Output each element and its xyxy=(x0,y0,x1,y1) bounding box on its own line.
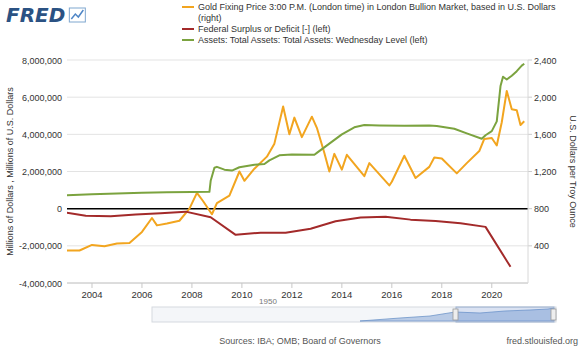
legend-swatch xyxy=(182,28,194,30)
series-line xyxy=(67,212,511,267)
y2-tick-label: 2,000 xyxy=(534,93,557,103)
grid xyxy=(67,60,528,283)
grid-line xyxy=(67,134,528,135)
legend-label: Assets: Total Assets: Total Assets: Wedn… xyxy=(198,35,428,45)
y2-tick xyxy=(528,134,532,135)
zero-line xyxy=(67,208,528,210)
url: fred.stlouisfed.org xyxy=(506,336,578,346)
range-slider xyxy=(152,307,556,322)
slider-handle xyxy=(551,309,556,320)
series-line xyxy=(67,64,524,196)
x-tick xyxy=(341,283,342,288)
slider-mini-chart xyxy=(360,308,554,321)
slider-track xyxy=(152,307,556,322)
y2-axis-line xyxy=(528,60,529,283)
legend-line: Federal Surplus or Deficit [-] (left) xyxy=(198,24,331,34)
x-tick xyxy=(141,283,142,288)
x-tick xyxy=(191,283,192,288)
x-tick-label: 2008 xyxy=(181,289,202,300)
x-tick-label: 2018 xyxy=(431,289,452,300)
slider-label: 1950 xyxy=(259,297,277,306)
logo-icon-line xyxy=(71,10,83,19)
x-tick xyxy=(241,283,242,288)
y-tick-label: 4,000,000 xyxy=(22,130,62,140)
logo-text: FRED xyxy=(6,3,65,27)
legend-swatch xyxy=(182,39,194,41)
y2-tick-label: 1,600 xyxy=(534,130,557,140)
grid-line xyxy=(67,245,528,246)
legend-swatch xyxy=(182,6,194,8)
legend-line: (right) xyxy=(198,13,222,23)
plot-area xyxy=(67,64,524,267)
y-tick-label: 8,000,000 xyxy=(22,56,62,66)
x-tick xyxy=(391,283,392,288)
x-tick-label: 2006 xyxy=(131,289,152,300)
x-tick xyxy=(291,283,292,288)
y2-tick xyxy=(528,245,532,246)
chart: FRED -4,000,000 -2,000,000 0 2,000,000 4,000,… xyxy=(0,0,585,357)
grid-line xyxy=(67,60,528,61)
x-axis-line xyxy=(67,283,528,284)
logo-icon xyxy=(69,8,85,22)
y-tick-label: -2,000,000 xyxy=(19,241,62,251)
y-tick-label: -4,000,000 xyxy=(19,279,62,289)
x-tick-label: 2012 xyxy=(281,289,302,300)
x-tick-label: 2020 xyxy=(481,289,502,300)
x-tick-label: 2014 xyxy=(331,289,352,300)
legend-label: Gold Fixing Price 3:00 P.M. (London time… xyxy=(198,2,556,23)
slider-selection xyxy=(456,307,554,322)
y2-tick xyxy=(528,208,532,209)
legend-label: Federal Surplus or Deficit [-] (left) xyxy=(198,24,331,34)
legend-line: Assets: Total Assets: Total Assets: Wedn… xyxy=(198,35,428,45)
slider-handle xyxy=(453,309,458,320)
y2-tick xyxy=(528,171,532,172)
y2-axis-title: U.S. Dollars per Troy Ounce xyxy=(568,115,578,228)
y2-tick-label: 800 xyxy=(534,204,549,214)
y-tick-label: 0 xyxy=(57,204,62,214)
source: Sources: IBA; OMB; Board of Governors xyxy=(219,336,381,346)
x-tick xyxy=(491,283,492,288)
grid-line xyxy=(67,283,528,284)
y2-tick xyxy=(528,60,532,61)
y2-tick-label: 1,200 xyxy=(534,167,557,177)
y-axis-title: Millions of Dollars , Millions of U.S. D… xyxy=(5,87,15,256)
logo: FRED xyxy=(6,3,85,27)
y2-tick xyxy=(528,97,532,98)
legend-line: Gold Fixing Price 3:00 P.M. (London time… xyxy=(198,2,556,12)
grid-line xyxy=(67,97,528,98)
y-tick-label: 2,000,000 xyxy=(22,167,62,177)
background xyxy=(0,0,585,357)
x-tick-label: 2016 xyxy=(381,289,402,300)
y-tick-label: 6,000,000 xyxy=(22,93,62,103)
y2-tick-label: 400 xyxy=(534,241,549,251)
x-tick xyxy=(91,283,92,288)
legend: Gold Fixing Price 3:00 P.M. (London time… xyxy=(182,2,556,45)
x-tick xyxy=(441,283,442,288)
x-tick-label: 2010 xyxy=(231,289,252,300)
series-line xyxy=(67,91,524,251)
y2-tick-label: 2,400 xyxy=(534,56,557,66)
x-tick-label: 2004 xyxy=(81,289,102,300)
